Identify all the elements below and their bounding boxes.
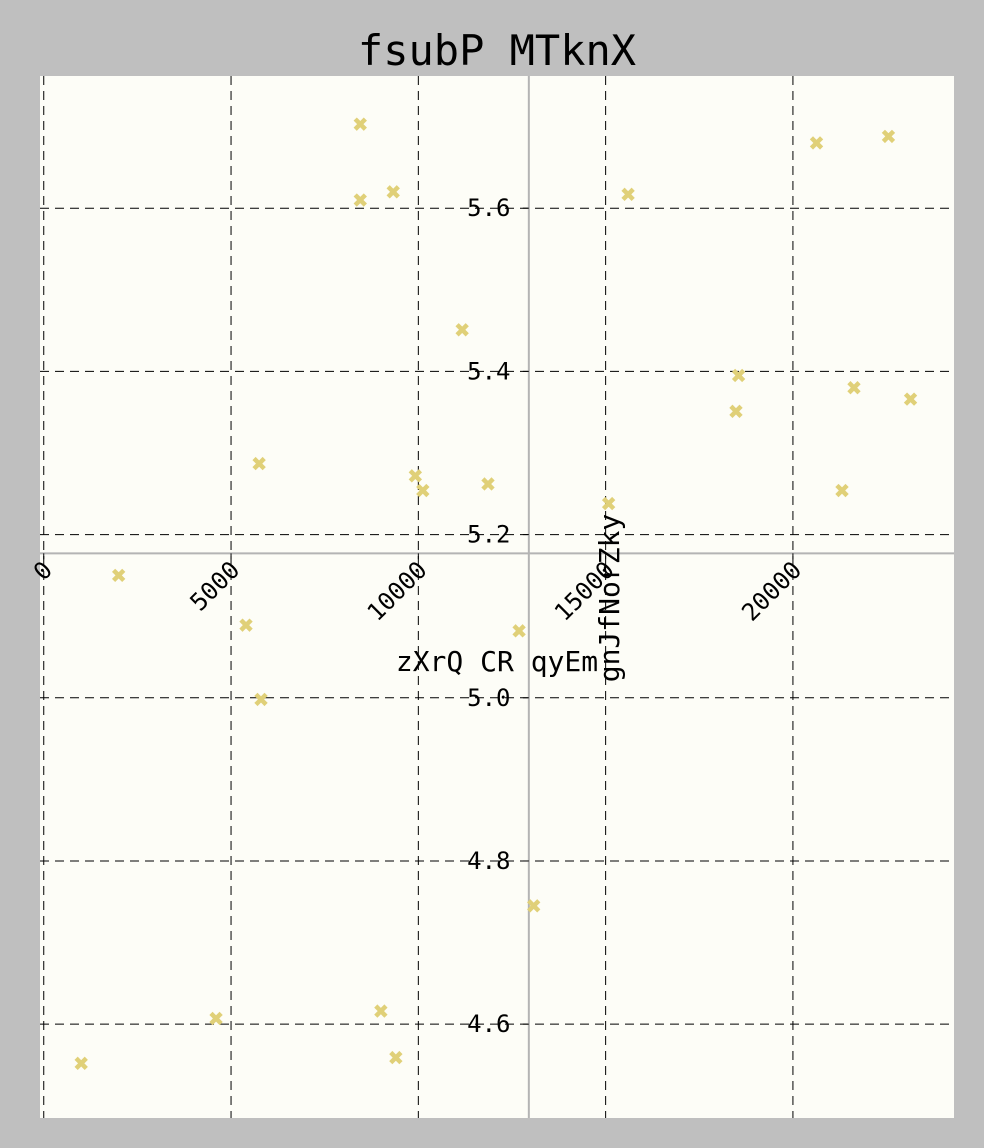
y-tick-label: 5.6 (467, 194, 510, 222)
data-point (835, 483, 849, 498)
data-point (374, 1004, 388, 1018)
y-axis-label: gnJfNorZky (593, 514, 626, 683)
data-point (881, 129, 896, 144)
data-point (209, 1011, 223, 1026)
y-tick-label: 4.8 (467, 847, 510, 875)
data-point (527, 899, 541, 913)
data-point (416, 483, 430, 498)
data-point (601, 496, 616, 511)
plot-area (40, 76, 954, 1118)
y-tick-label: 4.6 (467, 1010, 510, 1038)
data-point (903, 392, 918, 406)
data-point (455, 323, 469, 337)
data-point (512, 624, 526, 638)
y-tick-label: 5.4 (467, 357, 510, 385)
x-axis-label: zXrQ CR qyEm (396, 645, 598, 678)
data-point (481, 477, 495, 491)
data-point (111, 568, 126, 583)
data-point (353, 117, 367, 131)
data-point (389, 1050, 403, 1065)
data-point (254, 692, 268, 707)
data-point (74, 1056, 88, 1071)
y-tick-label: 5.2 (467, 521, 510, 549)
data-point (252, 456, 266, 471)
data-point (729, 404, 743, 419)
data-point (847, 381, 861, 395)
data-point (408, 469, 423, 483)
data-point (386, 185, 400, 199)
data-point (809, 136, 824, 150)
data-point (353, 193, 367, 207)
data-point (239, 618, 253, 632)
data-point (731, 368, 746, 383)
chart-title: fsubP MTknX (358, 26, 636, 75)
data-point (621, 187, 635, 201)
y-tick-label: 5.0 (467, 684, 510, 712)
